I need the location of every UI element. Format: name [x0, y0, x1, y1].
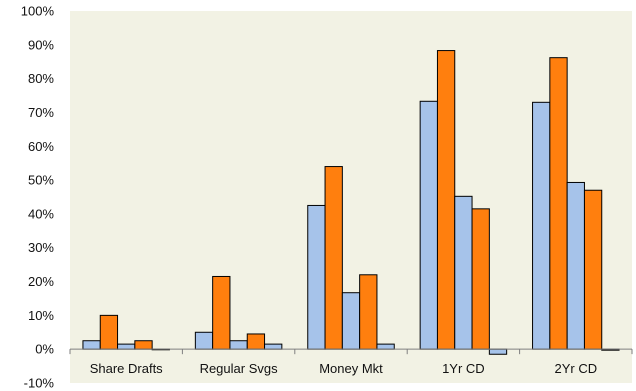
bar — [488, 348, 508, 355]
bar — [194, 331, 214, 350]
y-tick-label: 0% — [35, 342, 54, 357]
bar — [264, 343, 283, 350]
y-tick-label: 100% — [21, 4, 55, 19]
y-tick-label: 20% — [28, 274, 54, 289]
y-tick-label: 90% — [28, 37, 54, 52]
y-tick-label: 10% — [28, 308, 54, 323]
bar — [471, 208, 490, 350]
bar — [82, 340, 101, 350]
bar — [246, 333, 266, 350]
x-tick-label: 1Yr CD — [442, 361, 485, 376]
y-tick-label: 50% — [28, 173, 54, 188]
bar — [324, 166, 343, 350]
bar — [549, 57, 568, 350]
bar — [419, 100, 438, 350]
y-tick-label: 60% — [28, 139, 54, 154]
bar — [117, 343, 136, 350]
y-tick-label: 70% — [28, 105, 54, 120]
x-tick-label: Money Mkt — [319, 361, 383, 376]
bar — [376, 343, 395, 350]
x-tick-label: Share Drafts — [90, 361, 163, 376]
bar — [229, 340, 248, 350]
bar — [307, 204, 326, 350]
y-tick-label: -10% — [24, 376, 55, 391]
y-tick-label: 30% — [28, 240, 54, 255]
bar — [359, 274, 378, 350]
bar — [134, 340, 153, 350]
bar — [566, 181, 585, 350]
bar — [532, 101, 551, 350]
bars-group — [82, 50, 620, 355]
bar — [341, 292, 361, 350]
x-tick-label: 2Yr CD — [554, 361, 597, 376]
category-tick-marks — [69, 349, 633, 355]
x-axis-labels: Share Drafts Regular Svgs Money Mkt 1Yr CD 2… — [90, 361, 597, 376]
bar — [583, 189, 603, 350]
y-axis-labels: -10% 0% 10% 20% 30% 40% 50% 60% 70% 80% 90% 100% — [21, 4, 55, 391]
bar — [99, 314, 119, 350]
y-tick-label: 40% — [28, 206, 54, 221]
y-tick-label: 80% — [28, 71, 54, 86]
bar — [212, 275, 231, 350]
bar — [454, 195, 473, 350]
bar — [436, 50, 456, 350]
x-tick-label: Regular Svgs — [200, 361, 279, 376]
